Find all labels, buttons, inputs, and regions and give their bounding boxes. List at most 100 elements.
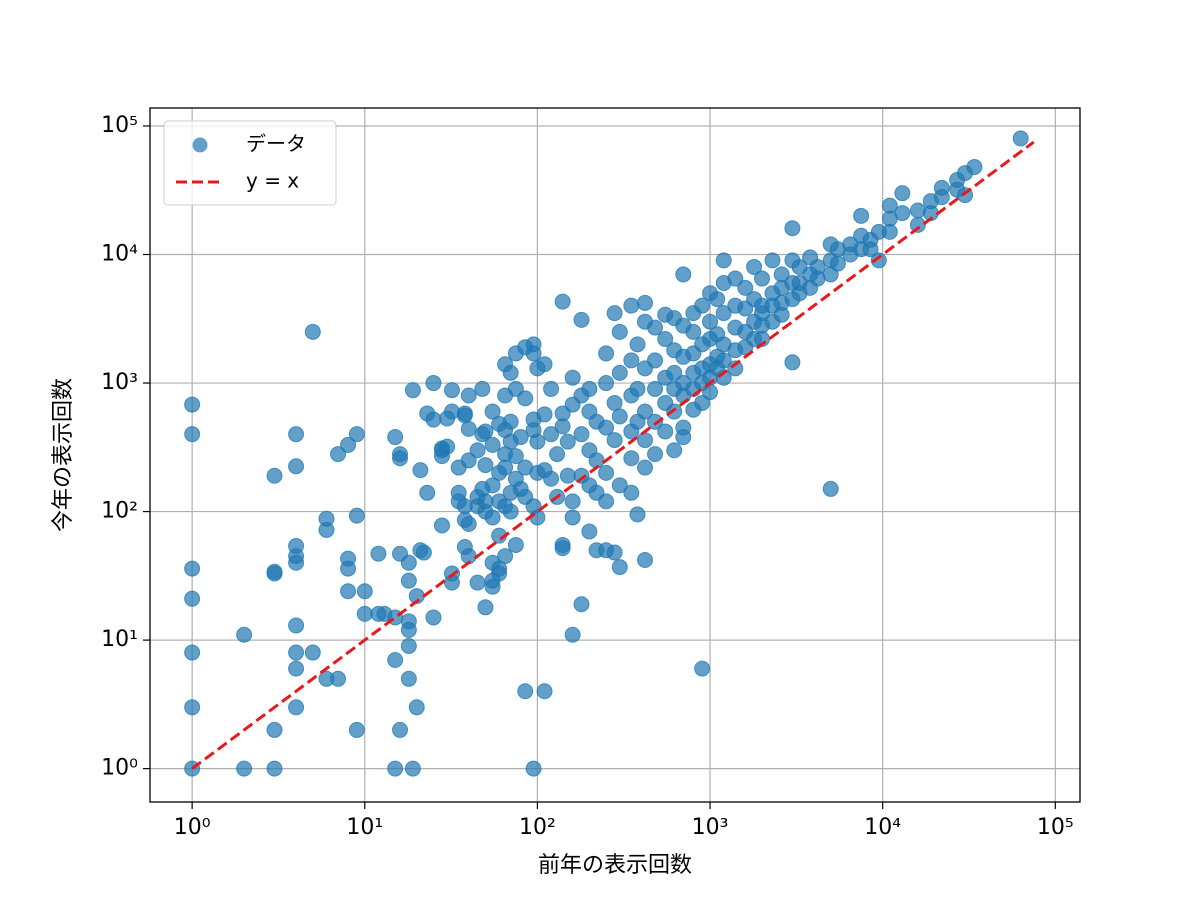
data-point (502, 413, 519, 430)
data-point (400, 637, 417, 654)
data-point (484, 436, 501, 453)
data-point (611, 477, 628, 494)
x-tick-label: 10¹ (346, 815, 383, 840)
data-point (184, 699, 201, 716)
y-tick-label: 10³ (101, 370, 138, 395)
data-point (637, 403, 654, 420)
data-point (543, 470, 560, 487)
grid (150, 108, 1080, 802)
data-point (784, 354, 801, 371)
data-point (694, 394, 711, 411)
data-point (419, 484, 436, 501)
data-point (666, 364, 683, 381)
data-point (536, 683, 553, 700)
data-point (909, 202, 926, 219)
data-point (304, 644, 321, 661)
data-point (629, 506, 646, 523)
data-point (266, 565, 283, 582)
data-point (502, 503, 519, 520)
data-point (573, 426, 590, 443)
data-point (702, 384, 719, 401)
data-point (517, 683, 534, 700)
legend-label: データ (246, 132, 306, 156)
y-tick-label: 10² (101, 499, 138, 524)
data-point (443, 382, 460, 399)
data-point (330, 446, 347, 463)
data-point (425, 411, 442, 428)
legend-label: y = x (246, 169, 299, 193)
data-point (637, 432, 654, 449)
data-point (543, 380, 560, 397)
data-point (598, 464, 615, 481)
data-point (647, 413, 664, 430)
data-point (184, 560, 201, 577)
data-point (400, 670, 417, 687)
data-point (637, 459, 654, 476)
data-point (894, 185, 911, 202)
data-point (318, 521, 335, 538)
data-point (933, 189, 950, 206)
data-point (694, 660, 711, 677)
data-point (425, 609, 442, 626)
axes-frame (149, 107, 1081, 803)
data-point (525, 345, 542, 362)
data-point (543, 426, 560, 443)
data-point (348, 507, 365, 524)
data-point (629, 336, 646, 353)
data-point (764, 252, 781, 269)
data-point (564, 626, 581, 643)
data-point (484, 509, 501, 526)
data-point (400, 621, 417, 638)
data-point (666, 442, 683, 459)
data-point (853, 207, 870, 224)
data-point (330, 670, 347, 687)
data-point (236, 626, 253, 643)
data-point (497, 548, 514, 565)
reference-line (191, 140, 1035, 770)
data-point (675, 429, 692, 446)
data-point (598, 375, 615, 392)
data-point (647, 446, 664, 463)
data-point (404, 760, 421, 777)
data-point (909, 216, 926, 233)
data-point (288, 426, 305, 443)
data-point (1012, 130, 1029, 147)
data-point (598, 419, 615, 436)
data-point (236, 760, 253, 777)
data-point (709, 291, 726, 308)
data-point (348, 721, 365, 738)
data-point (370, 545, 387, 562)
data-point (727, 360, 744, 377)
data-point (288, 554, 305, 571)
data-point (502, 364, 519, 381)
legend-marker (192, 137, 208, 153)
data-point (288, 458, 305, 475)
data-point (469, 574, 486, 591)
data-point (598, 345, 615, 362)
data-point (184, 590, 201, 607)
data-point (862, 241, 879, 258)
data-point (737, 279, 754, 296)
data-point (629, 380, 646, 397)
data-point (715, 352, 732, 369)
data-point (477, 423, 494, 440)
data-point (266, 467, 283, 484)
data-point (559, 467, 576, 484)
data-point (606, 432, 623, 449)
data-point (266, 721, 283, 738)
data-point (637, 551, 654, 568)
data-point (611, 559, 628, 576)
data-point (637, 294, 654, 311)
plot-area (184, 130, 1035, 777)
data-point (400, 572, 417, 589)
data-point (491, 565, 508, 582)
data-point (623, 450, 640, 467)
data-point (507, 380, 524, 397)
data-point (611, 408, 628, 425)
data-point (484, 578, 501, 595)
data-point (647, 380, 664, 397)
data-point (694, 297, 711, 314)
data-point (606, 544, 623, 561)
data-point (647, 319, 664, 336)
